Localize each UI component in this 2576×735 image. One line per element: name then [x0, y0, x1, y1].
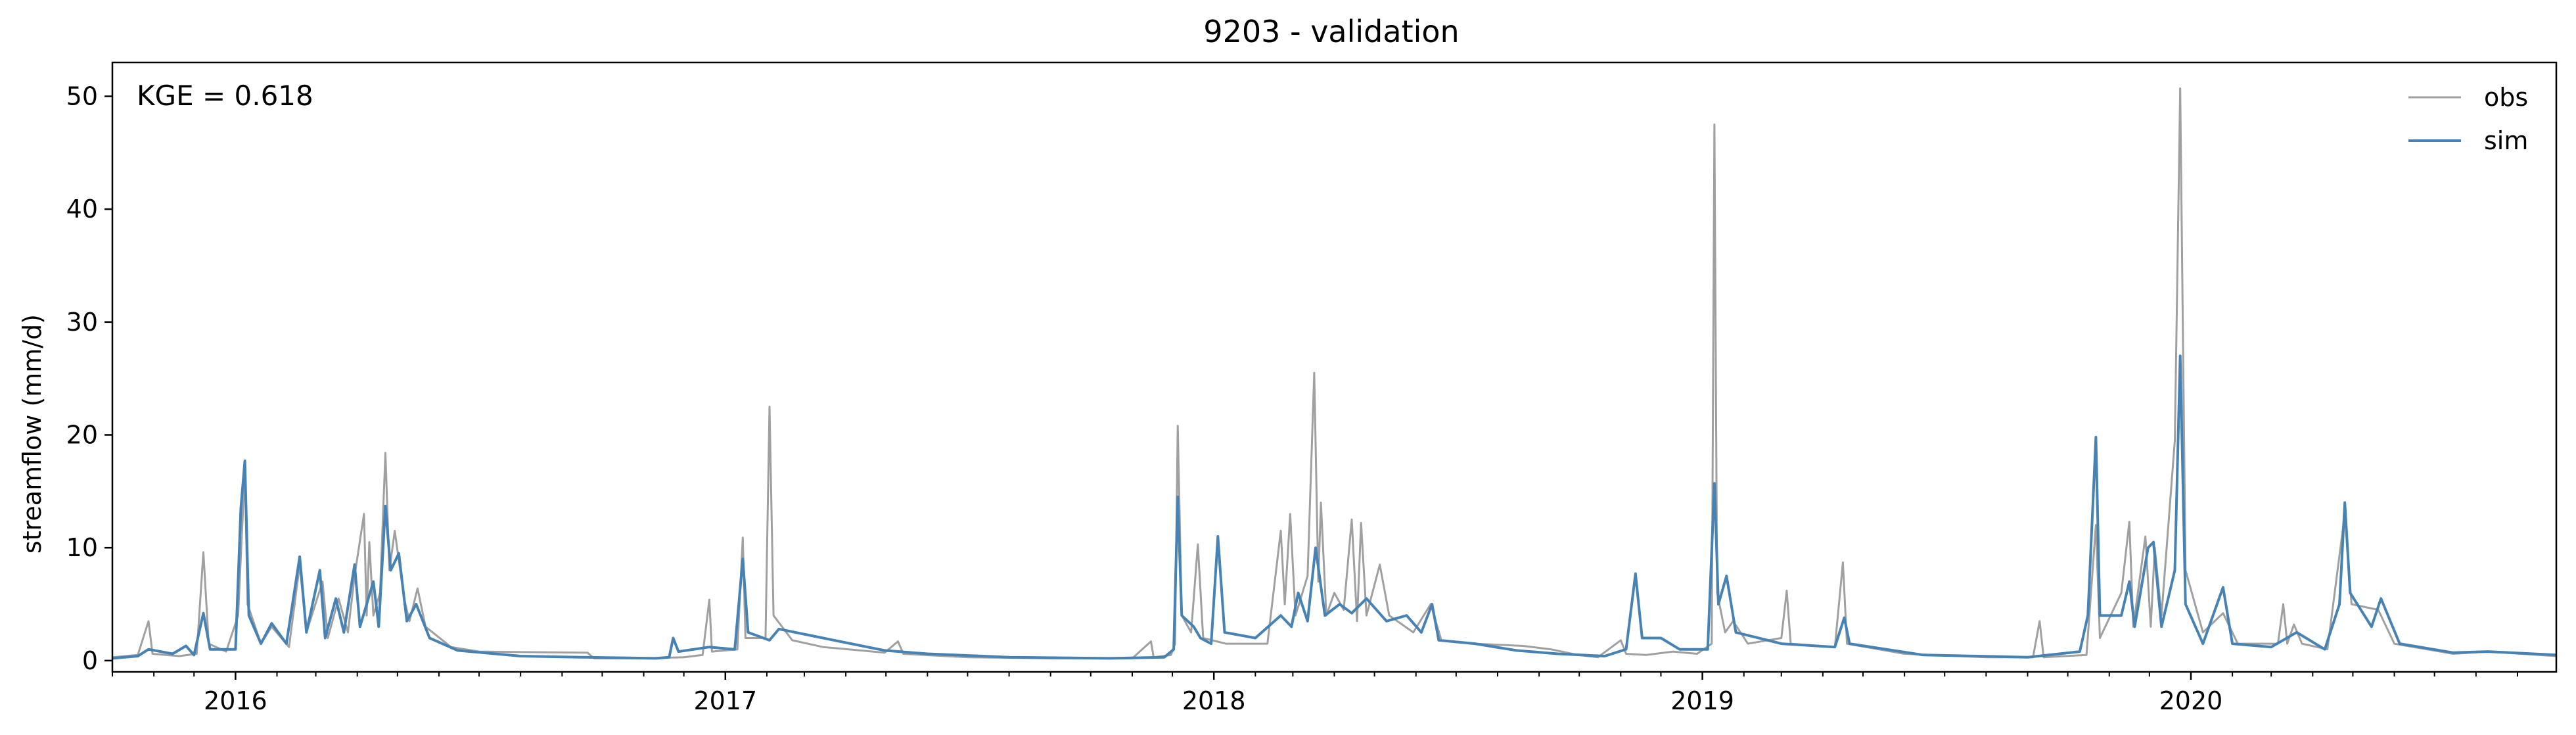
- x-axis: 2016 2017 2018 2019 2020: [112, 672, 2518, 715]
- series-line-obs: [112, 87, 2556, 659]
- y-axis: 0 10 20 30 40 50: [66, 82, 112, 675]
- chart-title: 9203 - validation: [1203, 14, 1459, 49]
- y-tick-label: 0: [82, 646, 98, 675]
- kge-annotation: KGE = 0.618: [137, 80, 313, 112]
- y-axis-label: streamflow (mm/d): [18, 314, 47, 554]
- y-tick-label: 20: [66, 421, 98, 450]
- x-tick-label: 2017: [693, 686, 757, 715]
- plot-area: [112, 87, 2556, 660]
- y-tick-label: 50: [66, 82, 98, 111]
- legend-label-obs: obs: [2484, 83, 2528, 112]
- x-tick-label: 2020: [2159, 686, 2223, 715]
- series-line-sim: [112, 354, 2556, 660]
- y-tick-label: 40: [66, 195, 98, 224]
- x-tick-label: 2018: [1182, 686, 1246, 715]
- plot-frame: [111, 61, 2558, 673]
- x-tick-label: 2019: [1670, 686, 1734, 715]
- legend: obs sim: [2408, 83, 2528, 155]
- y-tick-label: 30: [66, 308, 98, 337]
- y-tick-label: 10: [66, 533, 98, 562]
- x-tick-label: 2016: [204, 686, 267, 715]
- legend-label-sim: sim: [2484, 126, 2528, 155]
